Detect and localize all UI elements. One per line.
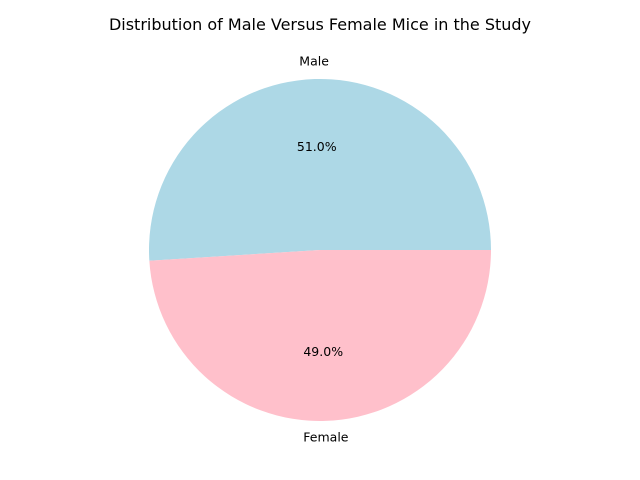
percent-label-female: 49.0% bbox=[303, 344, 343, 359]
slice-label-male: Male bbox=[299, 53, 329, 68]
pie-labels: Male 51.0% Female 49.0% bbox=[297, 53, 349, 444]
pie-slice-female bbox=[149, 250, 491, 421]
slice-label-female: Female bbox=[303, 430, 349, 445]
pie-slices bbox=[149, 78, 492, 421]
chart-title: Distribution of Male Versus Female Mice … bbox=[109, 15, 531, 34]
percent-label-male: 51.0% bbox=[297, 139, 337, 154]
pie-slice-male bbox=[149, 78, 492, 261]
